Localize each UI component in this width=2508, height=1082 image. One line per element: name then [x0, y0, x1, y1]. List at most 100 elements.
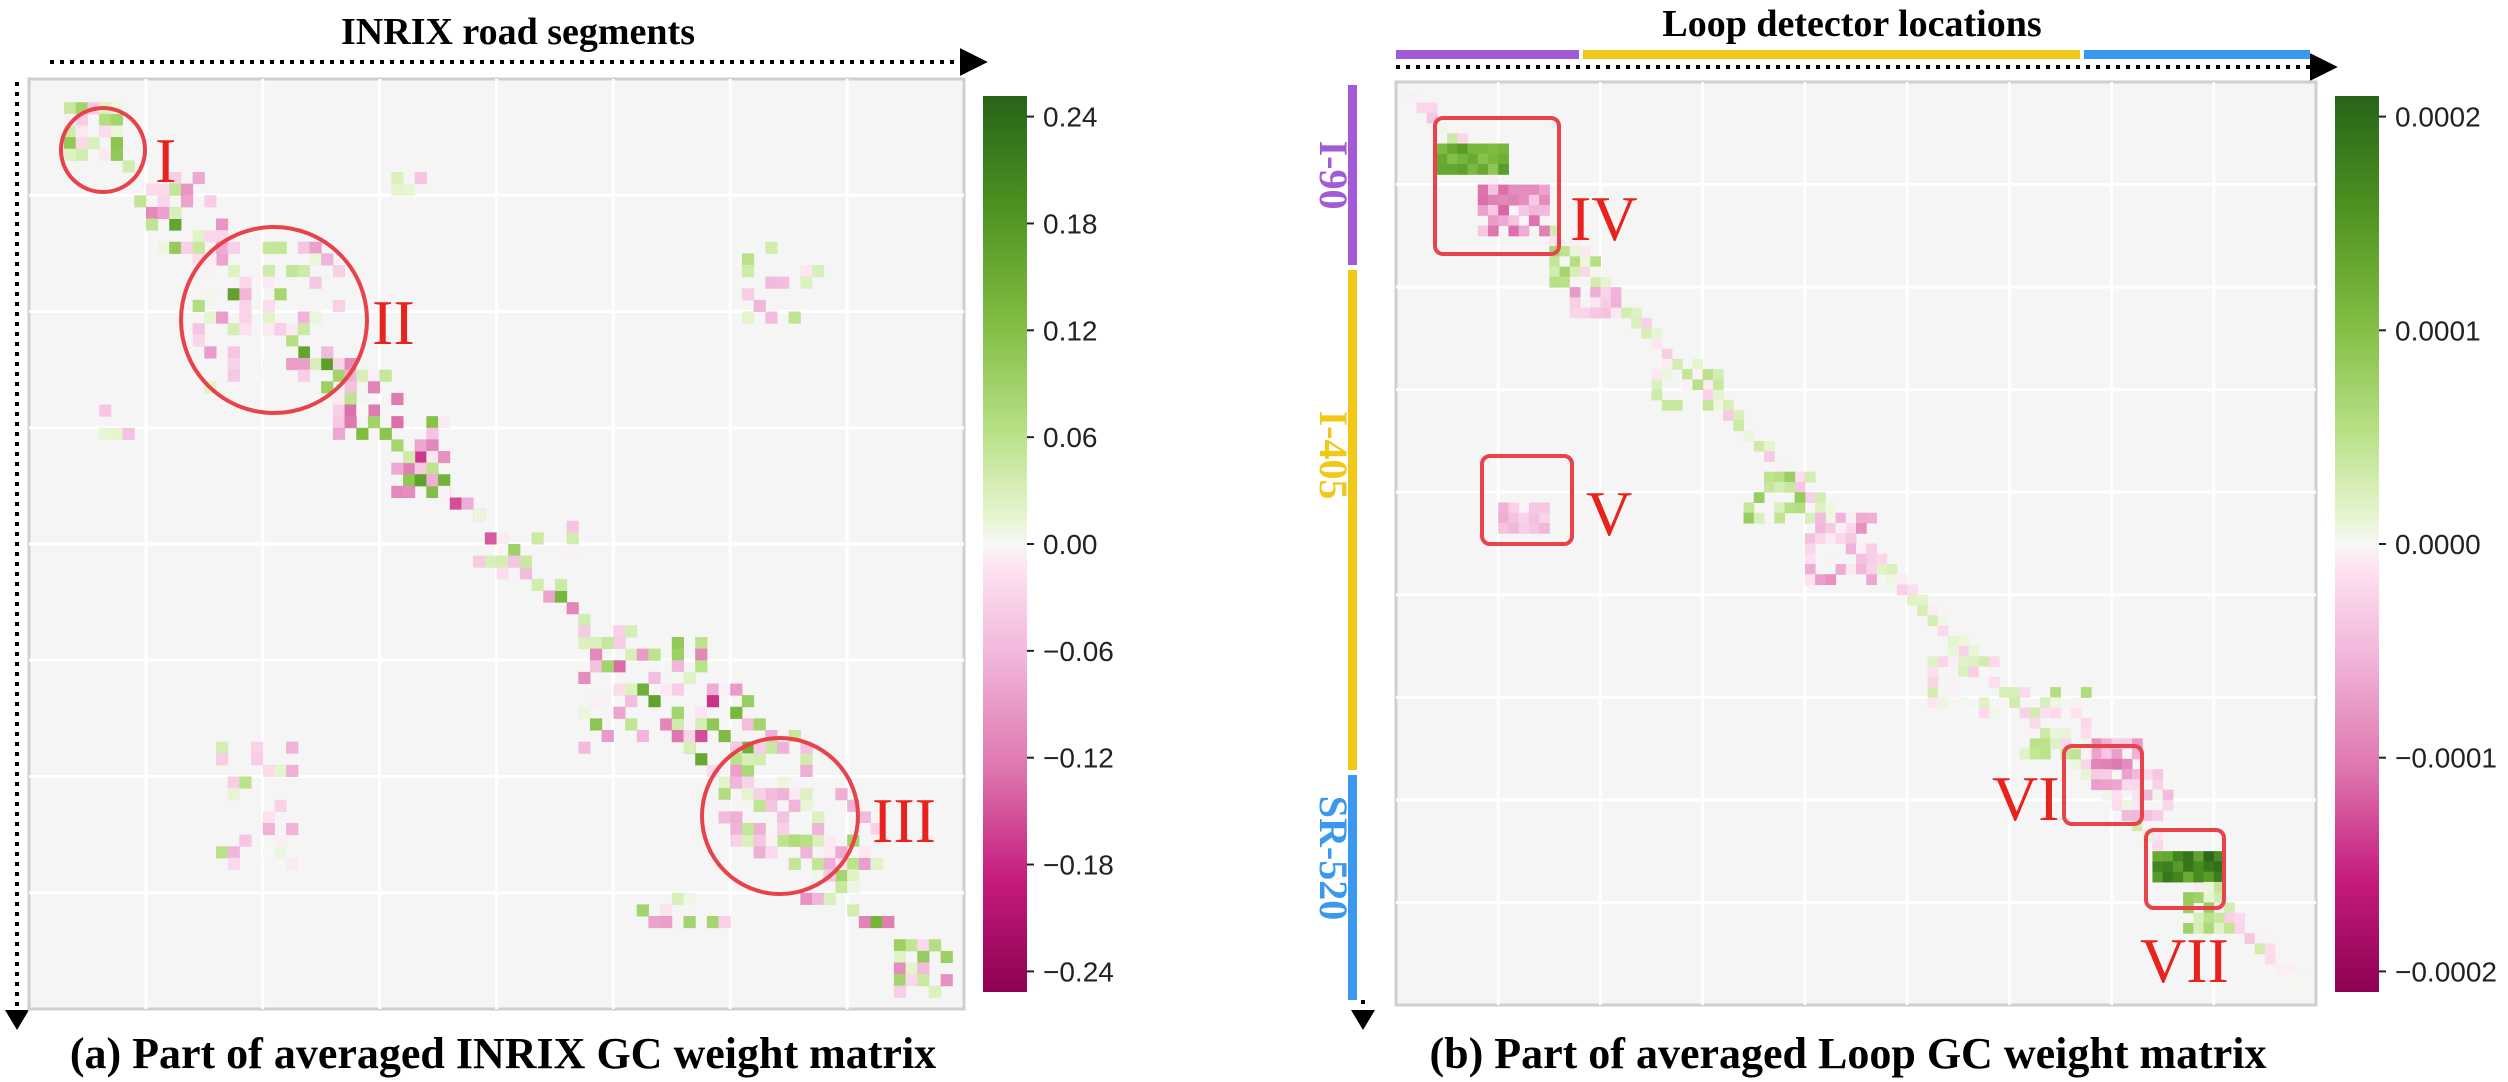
heatmap-cell [683, 892, 696, 905]
heatmap-cell [788, 311, 801, 324]
heatmap-cell [99, 404, 112, 417]
heatmap-cell [1937, 656, 1949, 668]
heatmap-cell [1907, 594, 1918, 606]
heatmap-cell [1856, 543, 1867, 555]
annotation-box-V [1480, 454, 1574, 546]
heatmap-cell [2111, 789, 2123, 801]
heatmap-cell [2019, 707, 2031, 719]
heatmap-cell [426, 427, 439, 440]
heatmap-cell [2009, 687, 2021, 698]
heatmap-cell [800, 846, 813, 859]
heatmap-cell [1590, 297, 1601, 309]
heatmap-cell [671, 671, 684, 684]
heatmap-cell [1528, 512, 1540, 524]
heatmap-cell [216, 846, 229, 859]
heatmap-cell [718, 811, 731, 824]
heatmap-cell [2132, 769, 2143, 780]
heatmap-cell [1651, 379, 1663, 391]
heatmap-cell [379, 369, 392, 382]
heatmap-cell [765, 799, 778, 812]
heatmap-cell [1907, 584, 1918, 596]
heatmap-cell [367, 381, 381, 394]
road-bar-top-i405 [1583, 50, 2080, 59]
heatmap-cell [2080, 687, 2092, 698]
heatmap-cell [99, 148, 112, 161]
heatmap-cell [800, 764, 813, 777]
heatmap-cell [1999, 687, 2010, 698]
heatmap-cell [1518, 225, 1530, 237]
heatmap-cell [2111, 799, 2123, 811]
heatmap-cell [414, 172, 427, 185]
heatmap-cell [1927, 676, 1939, 688]
heatmap-cell [578, 637, 591, 650]
heatmap-cell [1702, 369, 1714, 380]
heatmap-cell [297, 323, 310, 336]
heatmap-cell [1958, 666, 1969, 678]
heatmap-cell [110, 427, 123, 440]
heatmap-cell [741, 253, 755, 266]
heatmap-cell [625, 718, 638, 731]
heatmap-cell [1743, 502, 1755, 514]
heatmap-cell [1712, 369, 1724, 380]
heatmap-cell [1580, 307, 1591, 319]
heatmap-cell [1488, 184, 1499, 196]
heatmap-cell [239, 776, 252, 789]
heatmap-cell [1784, 502, 1796, 514]
heatmap-cell [753, 846, 766, 859]
heatmap-cell [1610, 297, 1622, 309]
heatmap-cell [216, 253, 229, 266]
annotation-label-VI: VI [1992, 763, 2060, 834]
annotation-label-I: I [155, 125, 176, 196]
heatmap-cell [2172, 871, 2184, 883]
heatmap-cell [2193, 861, 2205, 873]
heatmap-cell [1815, 574, 1826, 586]
heatmap-cell [882, 916, 895, 929]
heatmap-cell [870, 916, 883, 929]
heatmap-cell [554, 509, 568, 522]
road-label-i90: I-90 [1311, 141, 1356, 210]
heatmap-cell [1958, 646, 1969, 657]
heatmap-cell [110, 125, 123, 138]
heatmap-cell [1825, 502, 1837, 514]
heatmap-cell [356, 369, 369, 382]
heatmap-cell [812, 892, 825, 905]
heatmap-cell [753, 718, 766, 731]
heatmap-cell [2203, 892, 2215, 903]
heatmap-cell [1784, 471, 1796, 483]
heatmap-cell [1917, 594, 1929, 606]
heatmap-cell [2080, 758, 2092, 770]
heatmap-cell [2203, 912, 2215, 924]
heatmap-cell [2162, 851, 2174, 862]
heatmap-cell [239, 276, 252, 289]
heatmap-cell [1927, 615, 1939, 627]
heatmap-cell [625, 648, 638, 661]
heatmap-cell [940, 950, 953, 963]
colorbar-tick-label: −0.0002 [2395, 956, 2497, 987]
heatmap-cell [1569, 235, 1581, 247]
heatmap-cell [438, 485, 451, 498]
heatmap-cell [893, 962, 907, 975]
heatmap-cell [426, 462, 439, 475]
heatmap-cell [578, 706, 591, 719]
heatmap-cell [344, 404, 357, 417]
heatmap-cell [1518, 522, 1530, 534]
heatmap-cell [262, 811, 275, 824]
heatmap-cell [753, 299, 766, 312]
heatmap-cell [601, 730, 614, 743]
heatmap-cell [251, 369, 264, 382]
heatmap-cell [648, 695, 661, 708]
heatmap-cell [648, 671, 661, 684]
heatmap-cell [730, 834, 743, 847]
heatmap-cell [1825, 522, 1837, 534]
heatmap-cell [590, 648, 603, 661]
heatmap-cell [788, 857, 801, 870]
heatmap-cell [192, 299, 205, 312]
heatmap-cell [1815, 512, 1826, 524]
y-axis-arrowhead-b [1351, 1010, 1375, 1030]
heatmap-cell [2162, 861, 2174, 873]
heatmap-cell [1488, 194, 1499, 206]
heatmap-cell [262, 276, 275, 289]
heatmap-cell [286, 323, 299, 336]
heatmap-cell [227, 358, 240, 371]
